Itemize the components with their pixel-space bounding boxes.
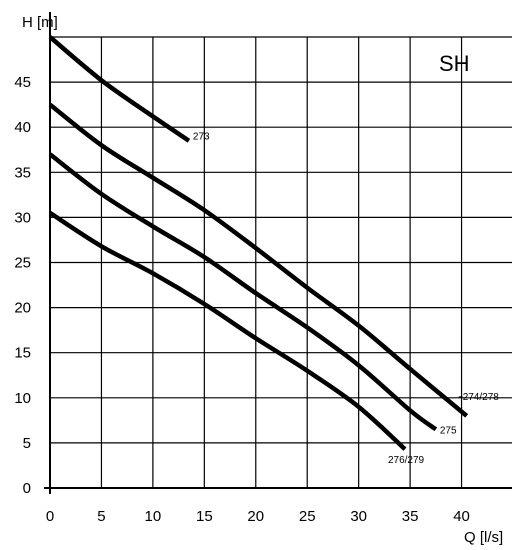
y-axis-title: H [m] <box>22 14 58 31</box>
x-axis-title: Q [l/s] <box>464 529 503 546</box>
x-tick-label: 15 <box>196 508 213 525</box>
curve-273 <box>48 35 191 143</box>
y-tick-label: 15 <box>14 345 31 362</box>
y-tick-label: 0 <box>23 480 31 497</box>
curve-276-279 <box>48 211 407 451</box>
curve-label-275: 275 <box>440 425 457 436</box>
curves <box>48 35 469 451</box>
curve-label-273: 273 <box>193 132 210 143</box>
x-tick-label: 5 <box>97 508 105 525</box>
labels: H [m] Q [l/s] SH 0 5 10 15 20 25 30 35 40 0 5 10 15 2… <box>14 14 503 546</box>
y-tick-label: 40 <box>14 119 31 136</box>
y-tick-label: 30 <box>14 209 31 226</box>
y-tick-label: 45 <box>14 74 31 91</box>
x-tick-label: 0 <box>46 508 54 525</box>
y-tick-label: 5 <box>23 435 31 452</box>
x-tick-label: 25 <box>299 508 316 525</box>
model-label: SH <box>439 51 470 76</box>
y-tick-label: 10 <box>14 390 31 407</box>
curve-label-276-279: 276/279 <box>388 455 425 466</box>
curve-274-278 <box>48 102 469 418</box>
x-tick-label: 35 <box>402 508 419 525</box>
x-tick-label: 40 <box>453 508 470 525</box>
axes <box>44 12 512 494</box>
x-tick-label: 10 <box>145 508 162 525</box>
grid <box>50 36 512 488</box>
y-tick-label: 25 <box>14 255 31 272</box>
x-tick-label: 30 <box>350 508 367 525</box>
y-tick-label: 20 <box>14 300 31 317</box>
y-tick-label: 35 <box>14 164 31 181</box>
x-tick-label: 20 <box>247 508 264 525</box>
curve-275 <box>48 152 438 432</box>
curve-label-274-278: 274/278 <box>463 392 500 403</box>
